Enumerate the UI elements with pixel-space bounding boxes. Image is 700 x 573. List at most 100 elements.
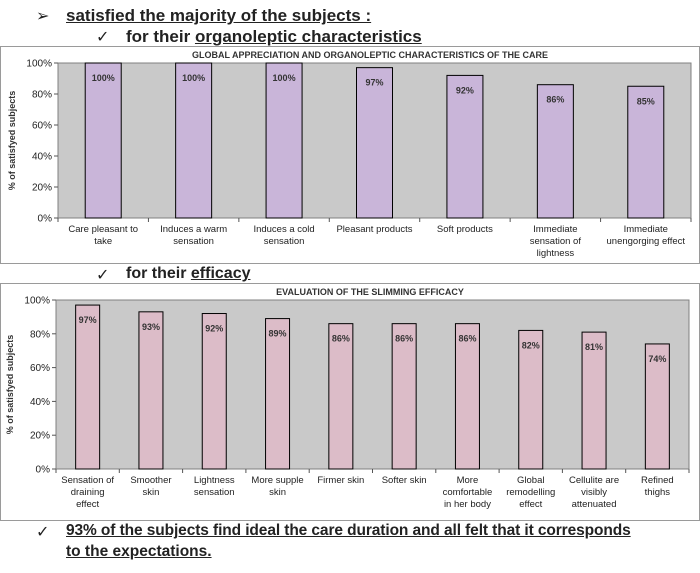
x-category-label: Smoother: [130, 475, 171, 486]
bar-value-label: 86%: [395, 334, 413, 344]
conclusion-line-2: to the expectations.: [66, 543, 212, 560]
x-category-label: Firmer skin: [317, 475, 364, 486]
bar-value-label: 93%: [142, 322, 160, 332]
y-tick-label: 80%: [30, 329, 50, 340]
x-category-label: sensation of: [530, 236, 582, 247]
bar-value-label: 92%: [205, 324, 223, 334]
organoleptic-heading: for their organoleptic characteristics: [126, 27, 422, 47]
bar-value-label: 100%: [92, 73, 115, 83]
main-heading: satisfied the majority of the subjects :: [66, 6, 372, 25]
efficacy-chart: EVALUATION OF THE SLIMMING EFFICACY % of …: [0, 283, 700, 521]
x-category-label: sensation: [173, 236, 214, 247]
x-category-label: Global: [517, 475, 544, 486]
x-category-label: Refined: [641, 475, 674, 486]
organoleptic-prefix: for their: [126, 27, 195, 46]
bar-value-label: 86%: [546, 95, 564, 105]
bar: [356, 67, 393, 219]
bar-value-label: 82%: [522, 340, 540, 350]
bar-value-label: 81%: [585, 342, 603, 352]
x-category-label: Care pleasant to: [68, 224, 138, 235]
chart-title: EVALUATION OF THE SLIMMING EFFICACY: [276, 287, 464, 297]
y-tick-label: 100%: [26, 59, 52, 70]
x-category-label: comfortable: [443, 487, 493, 498]
x-category-label: Pleasant products: [336, 224, 412, 235]
conclusion-line-1: 93% of the subjects find ideal the care …: [66, 522, 631, 539]
x-category-label: Immediate: [624, 224, 668, 235]
x-category-label: remodelling: [506, 487, 555, 498]
x-category-label: Cellulite are: [569, 475, 619, 486]
x-category-label: effect: [76, 499, 99, 510]
check-icon-conclusion: ✓: [36, 522, 50, 541]
bar: [265, 318, 291, 470]
bar: [644, 343, 670, 470]
x-category-label: sensation: [194, 487, 235, 498]
organoleptic-link-text: organoleptic characteristics: [194, 27, 422, 46]
bar: [265, 62, 303, 219]
y-tick-label: 40%: [30, 397, 50, 408]
x-category-label: attenuated: [572, 499, 617, 510]
x-category-label: sensation: [264, 236, 305, 247]
bar: [518, 329, 544, 470]
x-category-label: visibly: [581, 487, 607, 498]
bar: [84, 62, 122, 219]
y-tick-label: 20%: [30, 431, 50, 442]
x-category-label: skin: [269, 487, 286, 498]
x-category-label: Lightness: [194, 475, 235, 486]
bar-value-label: 92%: [456, 85, 474, 95]
y-tick-label: 60%: [32, 121, 52, 132]
y-tick-label: 0%: [36, 465, 51, 476]
bar: [175, 62, 213, 219]
bar-value-label: 100%: [182, 73, 205, 83]
organoleptic-chart: GLOBAL APPRECIATION AND ORGANOLEPTIC CHA…: [0, 46, 700, 264]
bar-value-label: 97%: [79, 315, 97, 325]
x-category-label: More supple: [251, 475, 303, 486]
bar: [138, 311, 164, 470]
y-axis-label: % of satisfyed subjects: [7, 91, 17, 191]
bar-value-label: 85%: [637, 96, 655, 106]
bar-value-label: 97%: [365, 78, 383, 88]
y-tick-label: 80%: [32, 90, 52, 101]
y-tick-label: 40%: [32, 152, 52, 163]
bar: [201, 313, 227, 470]
x-category-label: Induces a cold: [253, 224, 314, 235]
y-tick-label: 0%: [38, 214, 53, 225]
efficacy-heading: for their efficacy: [126, 265, 250, 283]
bar: [328, 323, 354, 470]
x-category-label: Immediate: [533, 224, 577, 235]
x-category-label: thighs: [645, 487, 671, 498]
x-category-label: in her body: [444, 499, 491, 510]
arrow-bullet-icon: ➢: [36, 6, 50, 25]
bar: [75, 304, 101, 470]
bar-value-label: 89%: [269, 329, 287, 339]
x-category-label: Softer skin: [382, 475, 427, 486]
x-category-label: skin: [142, 487, 159, 498]
check-icon-efficacy: ✓: [96, 265, 110, 284]
bar: [627, 85, 665, 219]
y-axis-label: % of satisfyed subjects: [5, 335, 15, 435]
x-category-label: More: [457, 475, 479, 486]
x-category-label: draining: [71, 487, 105, 498]
y-tick-label: 100%: [24, 296, 50, 307]
bar-value-label: 74%: [648, 354, 666, 364]
bar-value-label: 86%: [458, 334, 476, 344]
x-category-label: Induces a warm: [160, 224, 227, 235]
x-category-label: Sensation of: [61, 475, 114, 486]
efficacy-link-text: efficacy: [190, 265, 251, 282]
check-icon-organoleptic: ✓: [96, 27, 110, 46]
x-category-label: take: [94, 236, 112, 247]
bar-value-label: 100%: [273, 73, 296, 83]
bar: [536, 84, 574, 219]
x-category-label: unengorging effect: [607, 236, 686, 247]
x-category-label: Soft products: [437, 224, 493, 235]
chart-title: GLOBAL APPRECIATION AND ORGANOLEPTIC CHA…: [192, 50, 548, 60]
bar: [446, 74, 484, 219]
bar-value-label: 86%: [332, 334, 350, 344]
x-category-label: lightness: [537, 248, 575, 259]
bar: [391, 323, 417, 470]
y-tick-label: 20%: [32, 183, 52, 194]
y-tick-label: 60%: [30, 363, 50, 374]
efficacy-prefix: for their: [126, 265, 191, 282]
bar: [581, 331, 607, 470]
x-category-label: effect: [519, 499, 542, 510]
bar: [454, 323, 480, 470]
